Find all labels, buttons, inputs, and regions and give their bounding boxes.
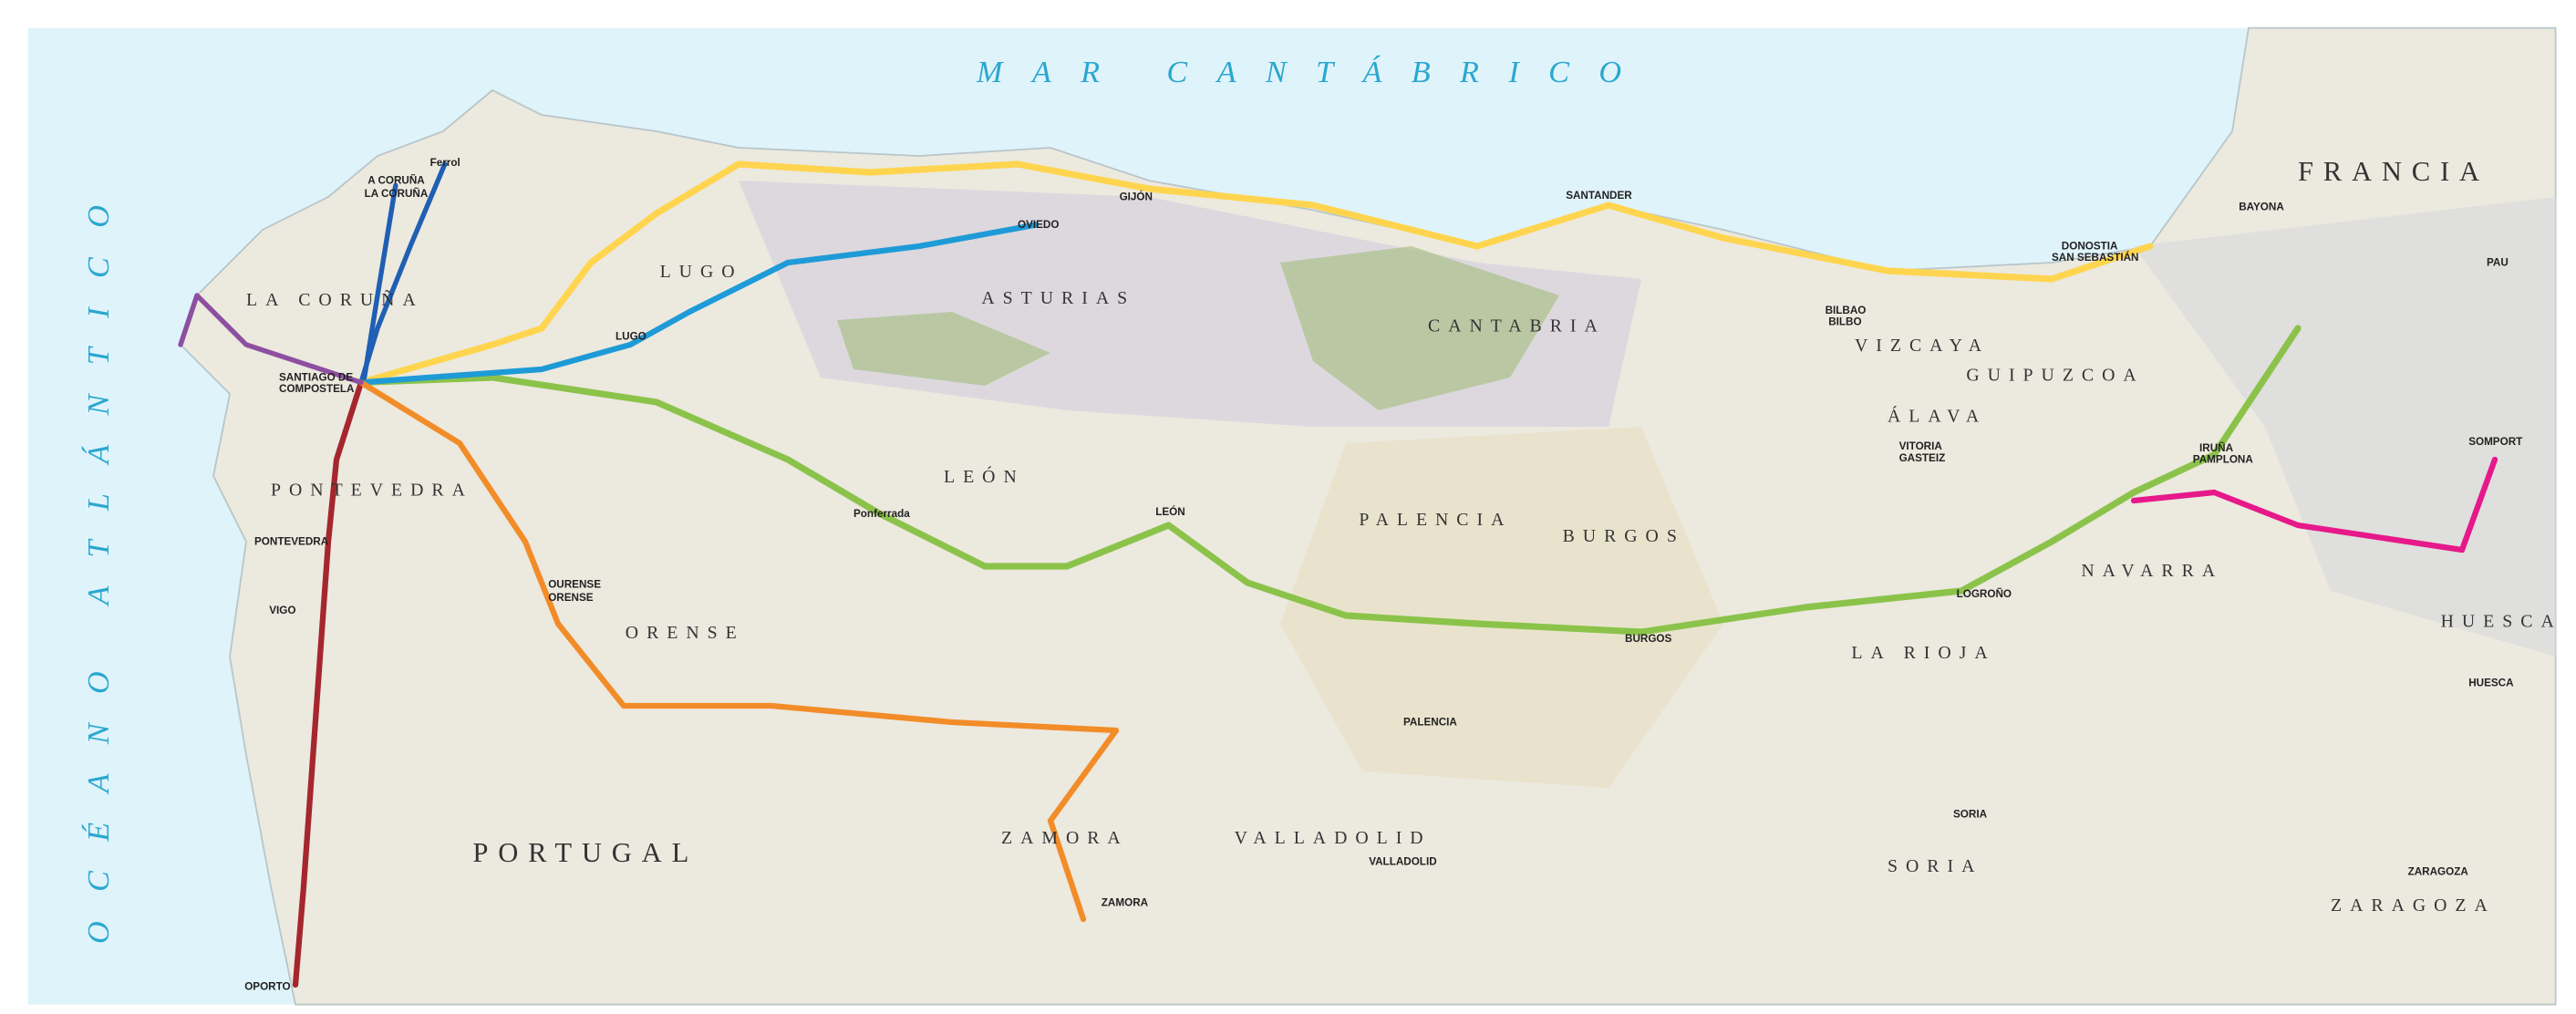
city-label: OURENSE	[548, 578, 601, 590]
city-label: PAU	[2487, 257, 2509, 269]
city-label: LEÓN	[1155, 506, 1185, 518]
city-label: PONTEVEDRA	[254, 536, 329, 548]
region-label: ORENSE	[626, 623, 745, 643]
city-label: VIGO	[269, 605, 295, 616]
camino-finisterre	[178, 293, 364, 386]
city-label: BILBO	[1828, 316, 1861, 327]
city-label: Ponferrada	[853, 508, 910, 520]
region-label: HUESCA	[2441, 612, 2562, 632]
city-label: IRUÑA	[2199, 442, 2234, 454]
city-label: A CORUÑA	[367, 175, 425, 187]
city-label: GIJÓN	[1120, 191, 1153, 203]
sea-label: OCÉANO ATLÁNTICO	[82, 176, 116, 944]
region-label: LUGO	[660, 262, 743, 282]
city-label: OPORTO	[244, 980, 290, 992]
pyrenees	[2134, 197, 2556, 657]
city-label: LA CORUÑA	[365, 188, 429, 200]
city-label: OVIEDO	[1018, 219, 1059, 231]
city-label: LUGO	[616, 331, 647, 343]
camino-aragones	[2130, 456, 2498, 554]
region-label: NAVARRA	[2081, 561, 2223, 581]
region-label: LA CORUÑA	[246, 290, 424, 310]
region-label: FRANCIA	[2298, 156, 2489, 187]
city-label: ZAMORA	[1102, 897, 1149, 909]
region-label: GUIPUZCOA	[1966, 366, 2144, 386]
region-label: ZAMORA	[1001, 828, 1129, 848]
region-label: LA RIOJA	[1851, 643, 1995, 663]
camino-norte	[357, 160, 2154, 386]
city-label: PALENCIA	[1403, 717, 1457, 729]
region-label: VALLADOLID	[1235, 828, 1432, 848]
city-label: BILBAO	[1826, 305, 1867, 316]
city-label: ZARAGOZA	[2408, 865, 2469, 877]
region-label: LEÓN	[944, 467, 1025, 487]
city-label: SORIA	[1953, 808, 1988, 820]
region-label: CANTABRIA	[1428, 316, 1606, 336]
map-layer: MAR CANTÁBRICO OCÉANO ATLÁNTICO LA CORUÑ…	[27, 26, 2562, 1006]
camino-primitivo	[357, 222, 1039, 386]
region-label: PALENCIA	[1359, 510, 1512, 530]
region-label: ÁLAVA	[1888, 407, 1987, 427]
city-label: SAN SEBASTIÁN	[2052, 252, 2138, 264]
region-label: VIZCAYA	[1855, 336, 1990, 356]
city-label: SANTANDER	[1566, 190, 1632, 202]
camino-frances	[357, 325, 2302, 636]
city-label: PAMPLONA	[2193, 454, 2254, 466]
via-de-la-plata	[357, 379, 1120, 923]
city-label: SANTIAGO DE	[279, 372, 353, 384]
city-label: BURGOS	[1625, 633, 1672, 645]
camino-ingles-coruna	[361, 182, 398, 380]
camino-portugues	[292, 379, 365, 988]
city-label: GASTEIZ	[1899, 452, 1946, 464]
city-label: HUESCA	[2468, 677, 2514, 688]
region-label: PORTUGAL	[472, 837, 698, 868]
region-label: SORIA	[1888, 856, 1982, 876]
city-label: DONOSTIA	[2062, 241, 2118, 253]
region-label: PONTEVEDRA	[271, 481, 473, 501]
city-label: VITORIA	[1899, 440, 1943, 452]
city-label: COMPOSTELA	[279, 383, 355, 395]
sea-label: MAR CANTÁBRICO	[976, 56, 1650, 89]
city-label: Ferrol	[430, 157, 460, 169]
relief-plateau	[1280, 427, 1723, 788]
city-label: ORENSE	[548, 592, 594, 604]
city-label: VALLADOLID	[1369, 856, 1436, 868]
city-label: BAYONA	[2239, 201, 2284, 212]
region-label: ASTURIAS	[981, 288, 1135, 308]
region-label: ZARAGOZA	[2331, 895, 2496, 916]
relief-forest	[837, 246, 1559, 410]
region-label: BURGOS	[1563, 526, 1685, 546]
city-label: LOGROÑO	[1957, 588, 2012, 600]
city-label: SOMPORT	[2468, 436, 2523, 448]
